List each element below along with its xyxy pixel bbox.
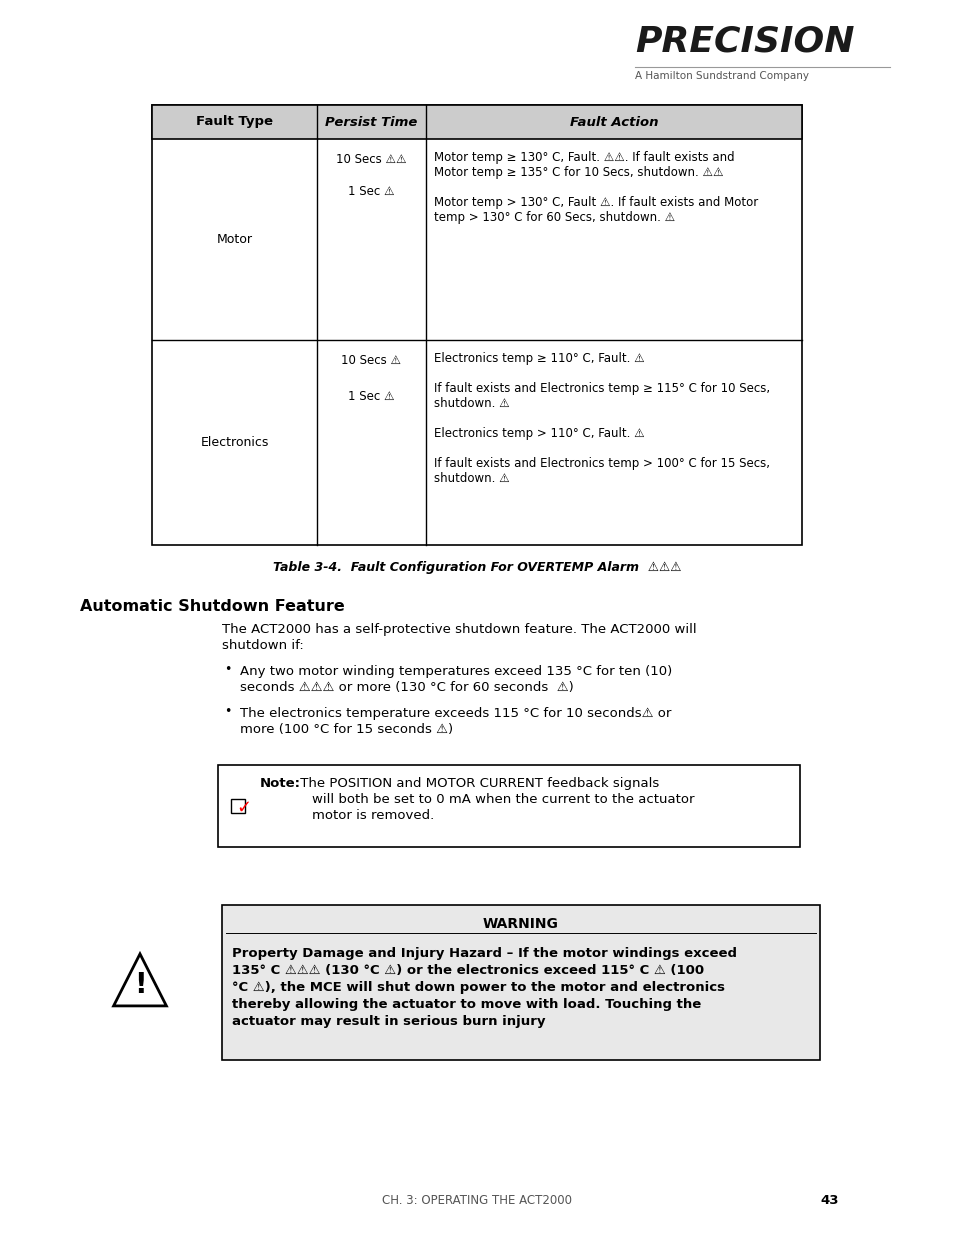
Text: Motor: Motor [216,233,253,246]
Text: If fault exists and Electronics temp ≥ 115° C for 10 Secs,: If fault exists and Electronics temp ≥ 1… [434,382,769,395]
Text: more (100 °C for 15 seconds ⚠): more (100 °C for 15 seconds ⚠) [240,722,453,736]
Text: Motor temp ≥ 135° C for 10 Secs, shutdown. ⚠⚠: Motor temp ≥ 135° C for 10 Secs, shutdow… [434,165,722,179]
Text: will both be set to 0 mA when the current to the actuator: will both be set to 0 mA when the curren… [312,793,694,806]
Text: The ACT2000 has a self-protective shutdown feature. The ACT2000 will: The ACT2000 has a self-protective shutdo… [222,622,696,636]
Polygon shape [113,953,166,1005]
Text: Table 3-4.  Fault Configuration For OVERTEMP Alarm  ⚠⚠⚠: Table 3-4. Fault Configuration For OVERT… [273,561,680,574]
Text: °C ⚠), the MCE will shut down power to the motor and electronics: °C ⚠), the MCE will shut down power to t… [232,981,724,994]
Text: Fault Type: Fault Type [195,116,273,128]
Text: A Hamilton Sundstrand Company: A Hamilton Sundstrand Company [635,70,808,82]
Text: !: ! [133,971,146,999]
Text: Electronics: Electronics [200,436,269,450]
Text: PRECISION: PRECISION [635,25,854,59]
Text: shutdown if:: shutdown if: [222,638,303,652]
Text: Note:: Note: [260,777,301,790]
Text: 10 Secs ⚠: 10 Secs ⚠ [341,354,401,367]
Text: shutdown. ⚠: shutdown. ⚠ [434,472,509,485]
Text: 10 Secs ⚠⚠: 10 Secs ⚠⚠ [335,153,406,165]
Text: Any two motor winding temperatures exceed 135 °C for ten (10): Any two motor winding temperatures excee… [240,664,672,678]
Text: 1 Sec ⚠: 1 Sec ⚠ [348,185,395,198]
Text: Fault Action: Fault Action [569,116,658,128]
Text: 43: 43 [820,1194,838,1207]
Bar [152,105,801,545]
Text: shutdown. ⚠: shutdown. ⚠ [434,396,509,410]
Text: Persist Time: Persist Time [325,116,417,128]
Text: Property Damage and Injury Hazard – If the motor windings exceed: Property Damage and Injury Hazard – If t… [232,947,737,960]
Text: actuator may result in serious burn injury: actuator may result in serious burn inju… [232,1015,545,1028]
Text: The electronics temperature exceeds 115 °C for 10 seconds⚠ or: The electronics temperature exceeds 115 … [240,706,671,720]
Bar [222,905,820,1060]
Text: •: • [224,705,232,718]
Text: WARNING: WARNING [482,918,558,931]
Bar [218,764,800,847]
Text: thereby allowing the actuator to move with load. Touching the: thereby allowing the actuator to move wi… [232,998,700,1011]
Text: seconds ⚠⚠⚠ or more (130 °C for 60 seconds  ⚠): seconds ⚠⚠⚠ or more (130 °C for 60 secon… [240,680,573,694]
Text: Motor temp > 130° C, Fault ⚠. If fault exists and Motor: Motor temp > 130° C, Fault ⚠. If fault e… [434,196,758,209]
Text: Motor temp ≥ 130° C, Fault. ⚠⚠. If fault exists and: Motor temp ≥ 130° C, Fault. ⚠⚠. If fault… [434,151,734,164]
Text: ✓: ✓ [235,799,251,818]
Bar [152,105,801,140]
Text: CH. 3: OPERATING THE ACT2000: CH. 3: OPERATING THE ACT2000 [381,1194,572,1207]
Text: •: • [224,663,232,676]
Text: The POSITION and MOTOR CURRENT feedback signals: The POSITION and MOTOR CURRENT feedback … [295,777,659,790]
Text: temp > 130° C for 60 Secs, shutdown. ⚠: temp > 130° C for 60 Secs, shutdown. ⚠ [434,211,675,224]
Text: Electronics temp > 110° C, Fault. ⚠: Electronics temp > 110° C, Fault. ⚠ [434,427,644,440]
Text: If fault exists and Electronics temp > 100° C for 15 Secs,: If fault exists and Electronics temp > 1… [434,457,769,471]
Text: 1 Sec ⚠: 1 Sec ⚠ [348,390,395,403]
Text: motor is removed.: motor is removed. [312,809,434,823]
Text: Automatic Shutdown Feature: Automatic Shutdown Feature [80,599,344,614]
Text: Electronics temp ≥ 110° C, Fault. ⚠: Electronics temp ≥ 110° C, Fault. ⚠ [434,352,644,366]
Text: 135° C ⚠⚠⚠ (130 °C ⚠) or the electronics exceed 115° C ⚠ (100: 135° C ⚠⚠⚠ (130 °C ⚠) or the electronics… [232,965,703,977]
Bar [231,799,245,813]
